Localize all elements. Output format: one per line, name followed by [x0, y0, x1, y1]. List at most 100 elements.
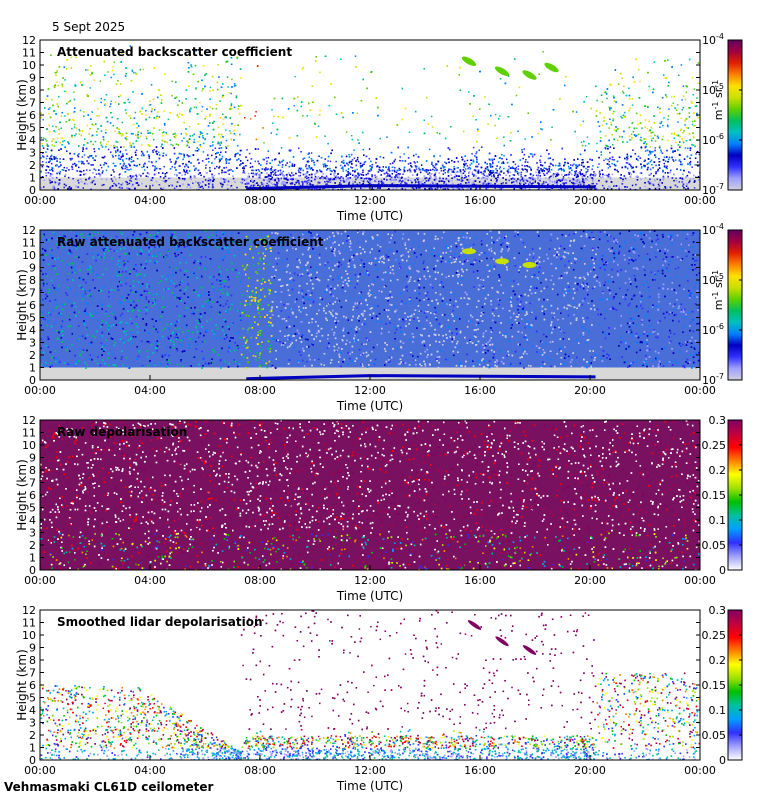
colorbar-tick-label: 0.1	[709, 704, 727, 717]
y-tick-label: 5	[29, 502, 36, 515]
x-tick-label: 16:00	[464, 574, 496, 587]
colorbar: 0 0.05 0.1 0.15 0.2 0.25 0.3	[702, 604, 743, 767]
y-tick-label: 7	[29, 477, 36, 490]
colorbar-tick-label: 10-6	[702, 322, 724, 337]
cloud-feature	[495, 636, 509, 647]
x-tick-label: 00:00	[24, 194, 56, 207]
y-tick-label: 2	[29, 349, 36, 362]
y-tick-label: 7	[29, 287, 36, 300]
y-tick-label: 0	[29, 754, 36, 767]
y-tick-label: 1	[29, 742, 36, 755]
colorbar-tick-label: 10-7	[702, 372, 724, 387]
y-axis-label: Height (km)	[15, 269, 29, 340]
panel-1: Attenuated backscatter coefficient012345…	[15, 32, 743, 223]
x-tick-label: 00:00	[24, 764, 56, 777]
y-tick-label: 4	[29, 704, 36, 717]
heatmap-area	[40, 230, 700, 380]
y-tick-label: 11	[22, 617, 36, 630]
x-tick-label: 04:00	[134, 574, 166, 587]
x-tick-label: 20:00	[574, 194, 606, 207]
x-tick-label: 04:00	[134, 384, 166, 397]
y-tick-label: 8	[29, 84, 36, 97]
y-tick-label: 9	[29, 262, 36, 275]
colorbar: 10-7 10-6 10-5 10-4 m-1 sr-1	[702, 222, 743, 387]
noise-base	[40, 420, 700, 570]
colorbar-tick-label: 10-5	[702, 82, 724, 97]
colorbar-tick-label: 10-5	[702, 272, 724, 287]
y-tick-label: 7	[29, 97, 36, 110]
y-tick-label: 2	[29, 159, 36, 172]
colorbar: 10-7 10-6 10-5 10-4 m-1 sr-1	[702, 32, 743, 197]
y-tick-label: 9	[29, 72, 36, 85]
y-tick-label: 10	[22, 629, 36, 642]
y-tick-label: 6	[29, 679, 36, 692]
cloud-feature	[467, 620, 482, 630]
x-tick-label: 08:00	[244, 764, 276, 777]
x-tick-label: 20:00	[574, 384, 606, 397]
heatmap-area	[40, 40, 700, 190]
y-tick-label: 1	[29, 362, 36, 375]
y-tick-label: 12	[22, 34, 36, 47]
y-tick-label: 8	[29, 654, 36, 667]
colorbar-tick-label: 0.2	[709, 464, 727, 477]
panel-title: Attenuated backscatter coefficient	[57, 45, 292, 59]
y-tick-label: 3	[29, 717, 36, 730]
colorbar-tick-label: 0	[719, 754, 726, 767]
x-tick-label: 12:00	[354, 764, 386, 777]
y-tick-label: 9	[29, 452, 36, 465]
y-tick-label: 1	[29, 552, 36, 565]
colorbar-tick-label: 0.3	[709, 604, 727, 617]
x-axis-label: Time (UTC)	[336, 399, 403, 413]
y-tick-label: 6	[29, 489, 36, 502]
cloud-feature	[522, 70, 537, 80]
y-tick-label: 8	[29, 274, 36, 287]
colorbar-tick-label: 10-4	[702, 222, 724, 237]
panel-title: Raw attenuated backscatter coefficient	[57, 235, 324, 249]
y-tick-label: 12	[22, 604, 36, 617]
cloud-feature	[462, 248, 476, 255]
x-tick-label: 12:00	[354, 574, 386, 587]
y-tick-label: 10	[22, 249, 36, 262]
y-tick-label: 11	[22, 237, 36, 250]
y-tick-label: 5	[29, 692, 36, 705]
x-axis-label: Time (UTC)	[336, 209, 403, 223]
y-tick-label: 4	[29, 324, 36, 337]
heatmap-background	[40, 40, 700, 190]
y-tick-label: 12	[22, 414, 36, 427]
x-tick-label: 16:00	[464, 764, 496, 777]
x-tick-label: 00:00	[684, 574, 716, 587]
x-tick-label: 04:00	[134, 764, 166, 777]
y-tick-label: 10	[22, 59, 36, 72]
site-label: Vehmasmaki CL61D ceilometer	[4, 780, 213, 794]
colorbar-tick-label: 0.3	[709, 414, 727, 427]
y-tick-label: 11	[22, 47, 36, 60]
colorbar-tick-label: 10-4	[702, 32, 724, 47]
x-tick-label: 00:00	[24, 384, 56, 397]
y-tick-label: 3	[29, 147, 36, 160]
x-tick-label: 16:00	[464, 384, 496, 397]
colorbar-gradient	[727, 229, 743, 381]
y-axis-label: Height (km)	[15, 79, 29, 150]
cloud-feature	[522, 645, 537, 655]
heatmap-pixels	[40, 230, 700, 369]
y-tick-label: 4	[29, 514, 36, 527]
panel-title: Raw depolarisation	[57, 425, 187, 439]
x-tick-label: 08:00	[244, 574, 276, 587]
colorbar-tick-label: 0.15	[702, 679, 727, 692]
y-tick-label: 6	[29, 299, 36, 312]
cloud-feature	[495, 258, 509, 265]
colorbar-tick-label: 10-6	[702, 132, 724, 147]
colorbar-tick-label: 0.1	[709, 514, 727, 527]
y-tick-label: 9	[29, 642, 36, 655]
y-tick-label: 5	[29, 122, 36, 135]
y-tick-label: 0	[29, 564, 36, 577]
y-tick-label: 6	[29, 109, 36, 122]
y-tick-label: 8	[29, 464, 36, 477]
y-axis-label: Height (km)	[15, 459, 29, 530]
colorbar-gradient	[727, 39, 743, 191]
heatmap-background	[40, 610, 700, 760]
x-tick-label: 08:00	[244, 194, 276, 207]
x-tick-label: 00:00	[684, 384, 716, 397]
